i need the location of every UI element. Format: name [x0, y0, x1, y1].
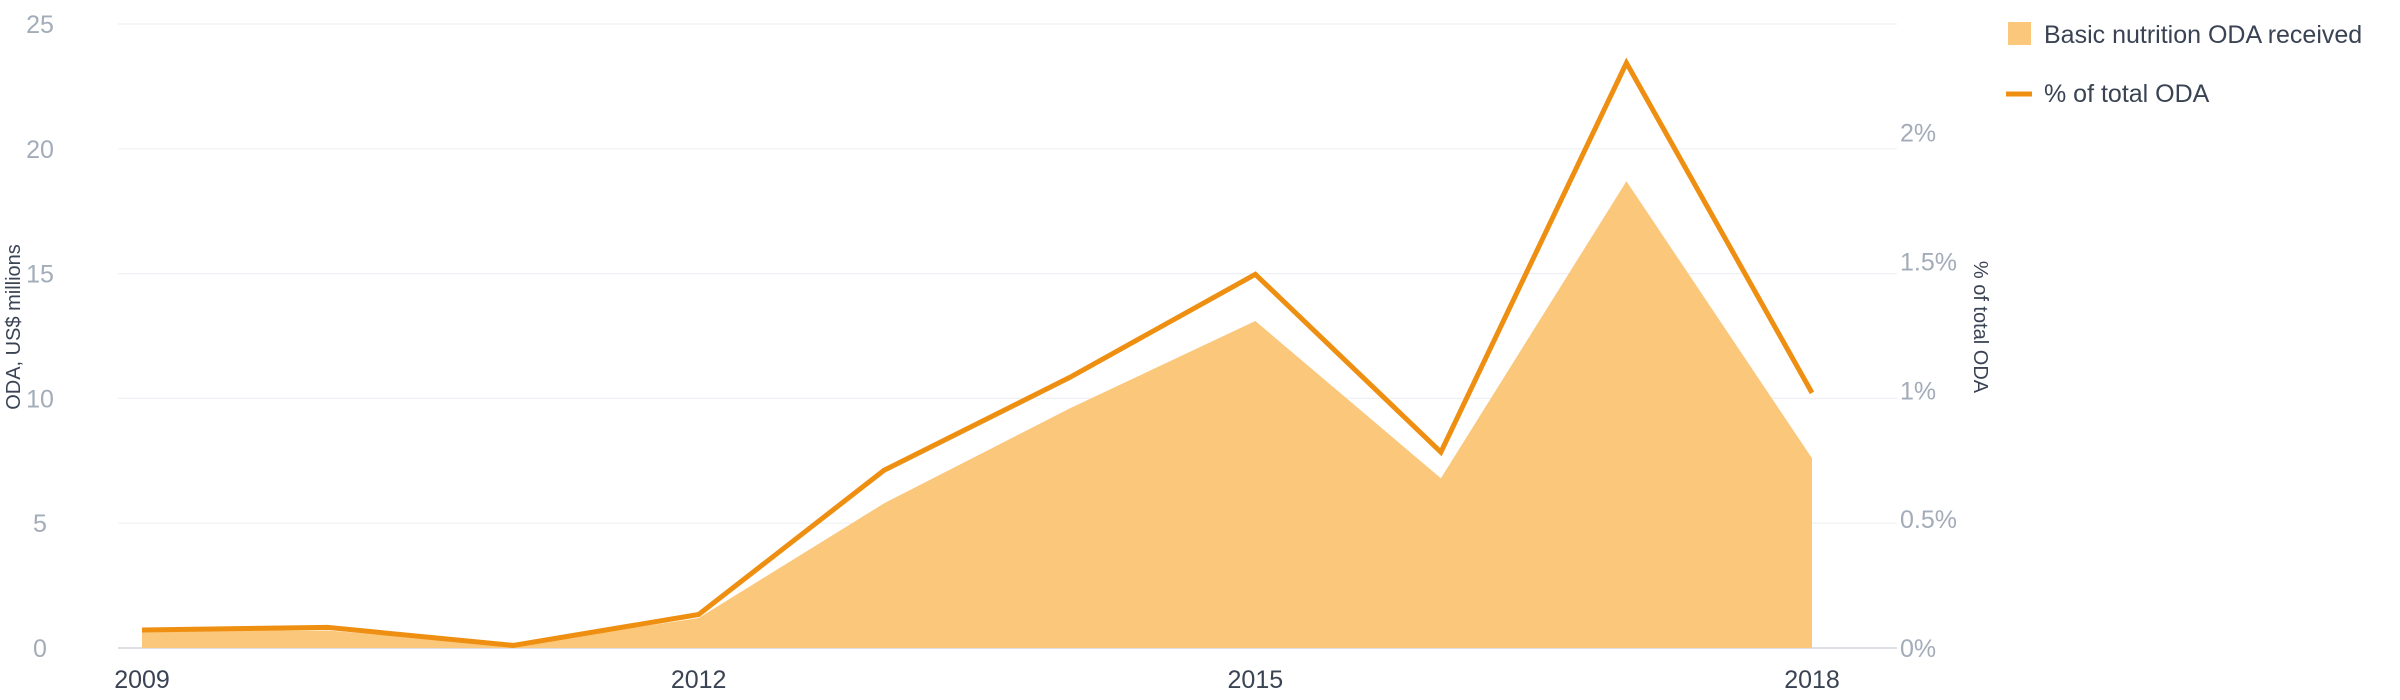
- y-axis-title: ODA, US$ millions: [3, 244, 25, 410]
- y-tick-label: 10: [26, 385, 54, 413]
- right-axis-ticks: 0% 0.5% 1% 1.5% 2%: [1900, 120, 1957, 663]
- line-series: [141, 57, 1815, 648]
- left-axis-ticks: 0 5 10 15 20 25: [26, 11, 54, 663]
- y2-tick-label: 0%: [1900, 635, 1936, 663]
- y2-tick-label: 2%: [1900, 120, 1936, 148]
- y2-tick-label: 1%: [1900, 377, 1936, 405]
- y2-tick-label: 1.5%: [1900, 248, 1957, 276]
- y-tick-label: 15: [26, 261, 54, 289]
- x-axis-ticks: 2009 2012 2015 2018: [114, 666, 1840, 694]
- legend: Basic nutrition ODA received % of total …: [2006, 21, 2362, 108]
- y-tick-label: 0: [33, 635, 47, 663]
- line-percent-total-oda: [141, 57, 1815, 648]
- y2-axis-title: % of total ODA: [1969, 261, 1991, 394]
- x-tick-label: 2018: [1784, 666, 1840, 694]
- y-tick-label: 25: [26, 11, 54, 39]
- y2-tick-label: 0.5%: [1900, 506, 1957, 534]
- x-tick-label: 2009: [114, 666, 170, 694]
- area-basic-nutrition-oda: [142, 181, 1812, 649]
- legend-label-line: % of total ODA: [2044, 80, 2210, 108]
- x-tick-label: 2015: [1228, 666, 1284, 694]
- y-tick-label: 5: [33, 510, 47, 538]
- area-series: [142, 181, 1812, 649]
- x-tick-label: 2012: [671, 666, 727, 694]
- legend-swatch-area: [2008, 22, 2031, 45]
- legend-label-area: Basic nutrition ODA received: [2044, 21, 2362, 49]
- y-tick-label: 20: [26, 136, 54, 164]
